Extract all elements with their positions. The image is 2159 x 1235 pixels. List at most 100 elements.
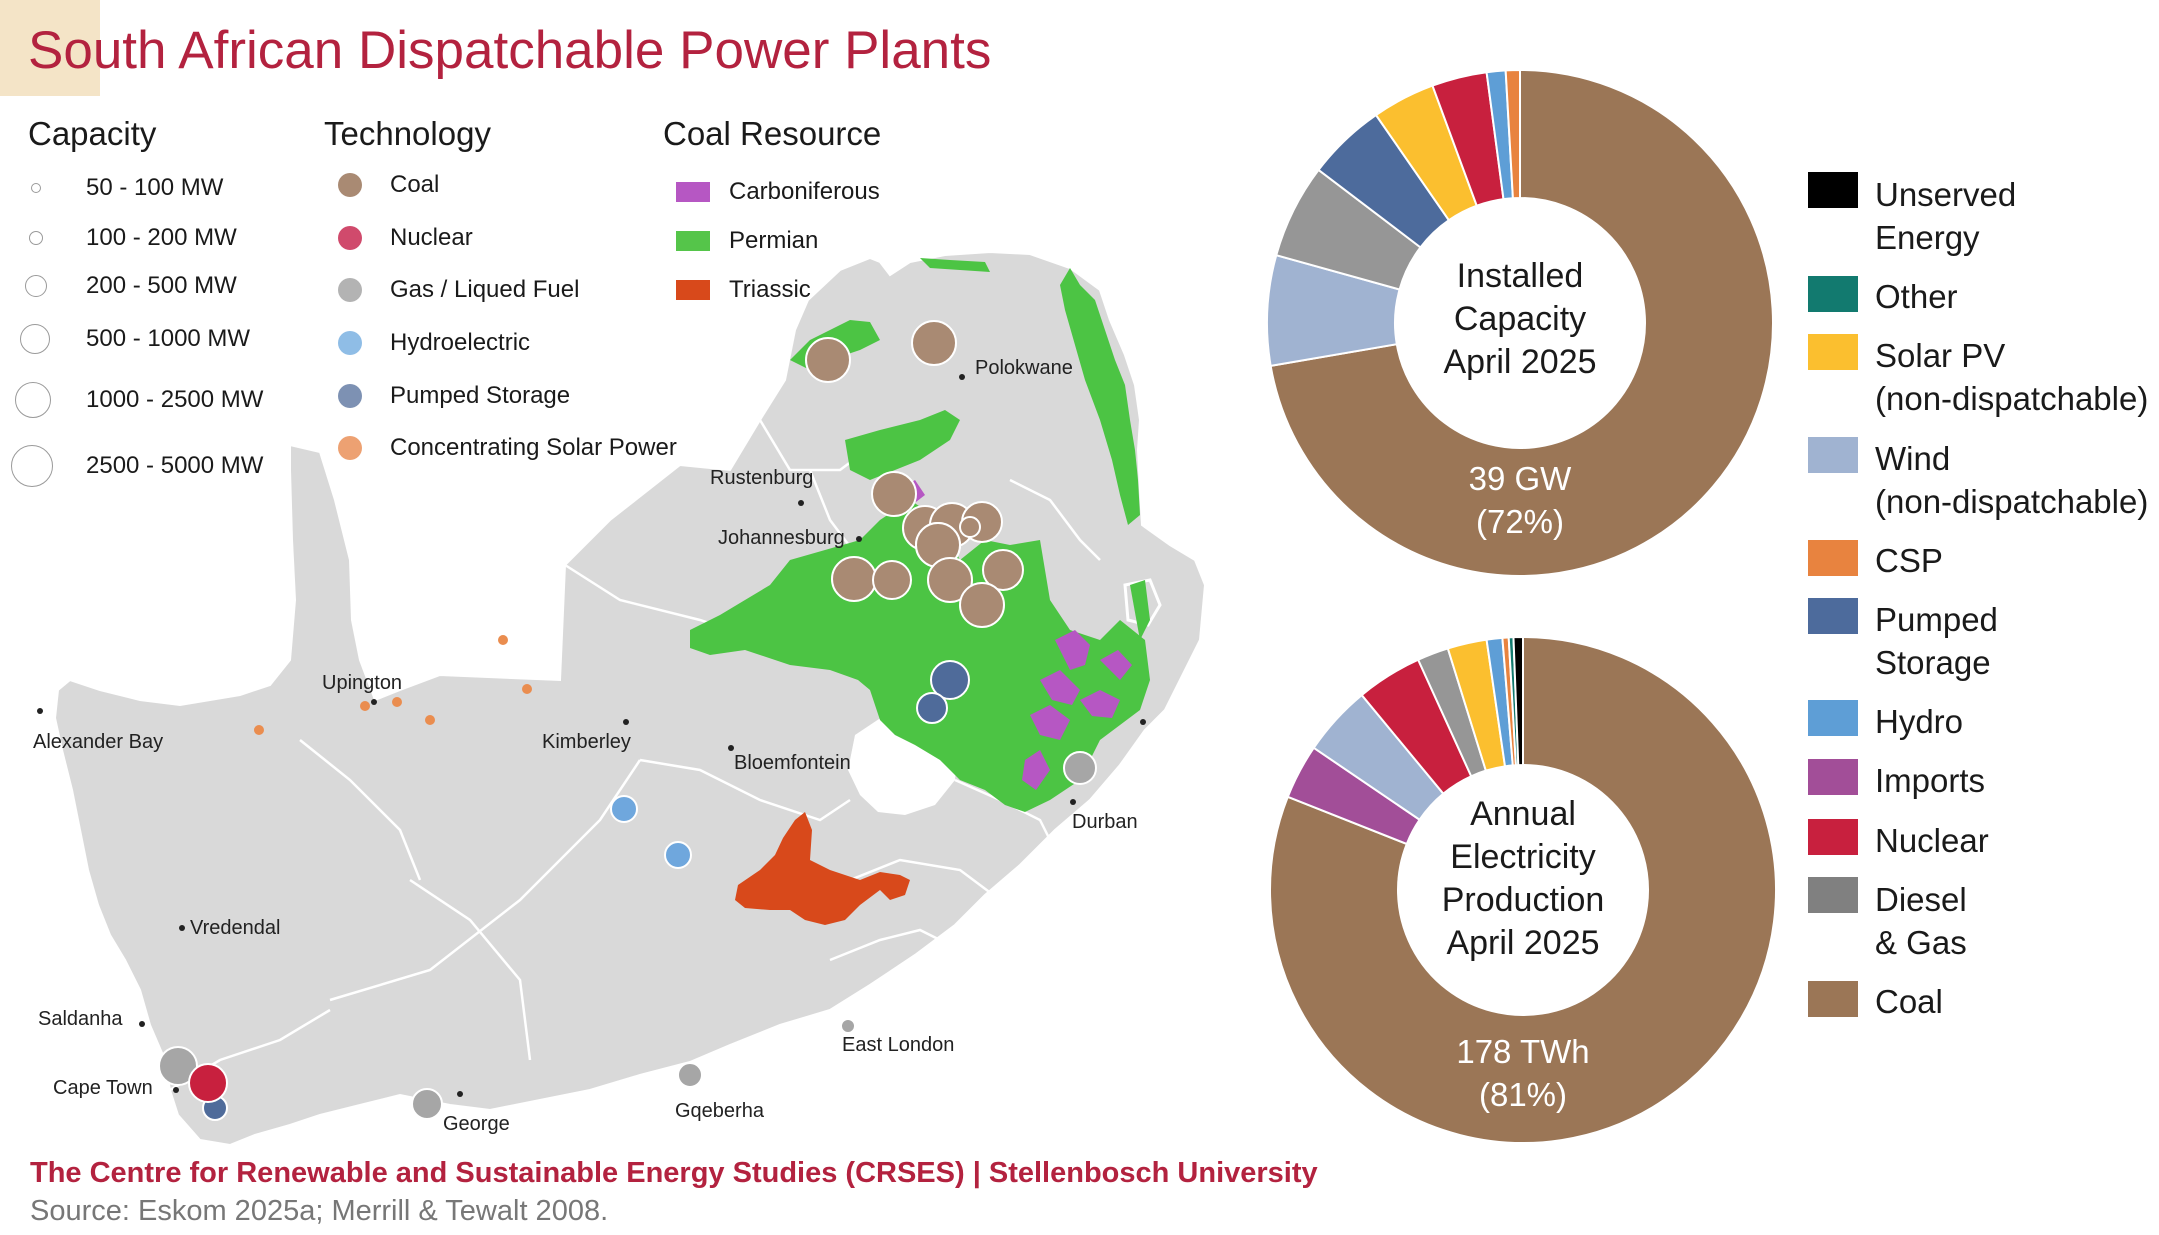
pumped-storage-dot-icon: [338, 384, 362, 408]
coal-plant-marker: [831, 556, 877, 602]
csp-plant-marker: [522, 684, 532, 694]
annual-coal-value: 178 TWh: [1456, 1033, 1589, 1070]
city-label-vredendal: Vredendal: [190, 917, 280, 939]
coal-plant-marker: [959, 516, 981, 538]
city-label-cape-town: Cape Town: [53, 1077, 153, 1099]
legend-label-hydro: Hydro: [1875, 703, 1964, 740]
technology-legend-label: Coal: [390, 171, 440, 198]
donut-slice-coal: [1269, 68, 1774, 577]
coal-plant-marker: [805, 337, 851, 383]
annual-production-label-line4: April 2025: [1446, 924, 1599, 962]
carboniferous-coal-areas: [900, 480, 1132, 790]
technology-legend-label: Concentrating Solar Power: [390, 434, 677, 461]
csp-plant-marker: [425, 715, 435, 725]
annual-production-label-line1: Annual: [1470, 795, 1576, 833]
legend-label-pumped-storage: Pumped Storage: [1875, 601, 1998, 681]
csp-plant-marker: [392, 697, 402, 707]
legend-swatch-diesel-gas: [1808, 877, 1858, 913]
legend-label-unserved-energy: Unserved Energy: [1875, 176, 2017, 256]
technology-legend-item: Nuclear: [338, 224, 473, 252]
capacity-legend-item: 100 - 200 MW: [22, 224, 237, 252]
csp-dot-icon: [338, 436, 362, 460]
technology-legend-label: Nuclear: [390, 224, 473, 251]
coal-resource-legend-item: Carboniferous: [676, 178, 880, 206]
donut-slice-csp: [1504, 68, 1521, 200]
city-label-alexander-bay: Alexander Bay: [33, 731, 163, 753]
legend-swatch-coal: [1808, 981, 1858, 1017]
legend-swatch-imports: [1808, 759, 1858, 795]
technology-legend-label: Hydroelectric: [390, 329, 531, 356]
installed-capacity-label-line3: April 2025: [1443, 343, 1596, 381]
city-label-east-london: East London: [842, 1034, 954, 1056]
city-label-gqeberha: Gqeberha: [675, 1100, 765, 1122]
technology-legend-item: Gas / Liqued Fuel: [338, 276, 579, 304]
gas-plant-marker: [1063, 751, 1097, 785]
donut-slice-unserved-energy: [1512, 635, 1524, 767]
city-label-bloemfontein: Bloemfontein: [734, 752, 851, 774]
footer-source: Source: Eskom 2025a; Merrill & Tewalt 20…: [30, 1195, 609, 1227]
city-label-johannesburg: Johannesburg: [718, 527, 845, 549]
city-label-kimberley: Kimberley: [542, 731, 631, 753]
capacity-legend-item: 200 - 500 MW: [14, 272, 237, 300]
annual-production-label-line2: Electricity: [1450, 838, 1595, 876]
annual-production-label-line3: Production: [1442, 881, 1605, 919]
capacity-legend-label: 100 - 200 MW: [86, 224, 237, 251]
capacity-legend-label: 200 - 500 MW: [86, 272, 237, 299]
installed-capacity-label-line1: Installed: [1457, 257, 1584, 295]
permian-swatch-icon: [676, 231, 710, 251]
legend-label-other: Other: [1875, 278, 1958, 315]
coal-plant-marker: [911, 320, 957, 366]
legend-swatch-other: [1808, 276, 1858, 312]
coal-resource-legend-item: Triassic: [676, 276, 811, 304]
capacity-legend-heading: Capacity: [28, 115, 157, 152]
legend-swatch-nuclear: [1808, 819, 1858, 855]
gas-plant-marker: [677, 1062, 703, 1088]
capacity-legend-item: 500 - 1000 MW: [12, 324, 250, 354]
pumped-storage-marker: [930, 660, 970, 700]
capacity-circle-icon: [31, 183, 41, 193]
legend-label-solar-pv: Solar PV (non-dispatchable): [1875, 337, 2149, 417]
gas-plant-marker: [840, 1018, 856, 1034]
technology-legend-heading: Technology: [324, 115, 491, 152]
coal-plant-marker: [872, 560, 912, 600]
capacity-legend-label: 1000 - 2500 MW: [86, 386, 264, 413]
technology-legend-item: Coal: [338, 171, 439, 199]
city-label-polokwane: Polokwane: [975, 357, 1073, 379]
legend-label-coal: Coal: [1875, 983, 1943, 1020]
legend-label-diesel-gas: Diesel & Gas: [1875, 881, 1967, 961]
installed-capacity-donut: [1266, 68, 1774, 577]
technology-legend-item: Concentrating Solar Power: [338, 434, 677, 462]
coal-resource-legend-label: Triassic: [729, 276, 811, 303]
capacity-circle-icon: [25, 275, 47, 297]
city-label-george: George: [443, 1113, 510, 1135]
legend-swatch-hydro: [1808, 700, 1858, 736]
nuclear-dot-icon: [338, 226, 362, 250]
technology-legend-label: Pumped Storage: [390, 382, 571, 409]
annual-coal-percent: (81%): [1479, 1076, 1567, 1113]
legend-label-nuclear: Nuclear: [1875, 822, 1989, 859]
legend-swatch-wind: [1808, 437, 1858, 473]
technology-legend-label: Gas / Liqued Fuel: [390, 276, 580, 303]
triassic-coal-area: [735, 812, 910, 925]
coal-resource-legend-label: Permian: [729, 227, 819, 254]
csp-plant-marker: [254, 725, 264, 735]
south-africa-land: [53, 250, 1207, 1147]
gas-plant-marker: [158, 1046, 198, 1086]
coal-resource-legend-label: Carboniferous: [729, 178, 880, 205]
legend-swatch-solar-pv: [1808, 334, 1858, 370]
footer-credit: The Centre for Renewable and Sustainable…: [30, 1157, 1318, 1189]
csp-plant-marker: [498, 635, 508, 645]
coal-plant-marker: [982, 549, 1024, 591]
city-label-upington: Upington: [322, 672, 402, 694]
hydro-plant-marker: [664, 841, 692, 869]
legend-label-wind: Wind (non-dispatchable): [1875, 440, 2149, 520]
capacity-circle-icon: [29, 231, 43, 245]
carboniferous-swatch-icon: [676, 182, 710, 202]
pumped-storage-marker: [916, 692, 948, 724]
city-label-durban: Durban: [1072, 811, 1138, 833]
coal-plant-marker: [871, 471, 917, 517]
city-dots: [37, 374, 1146, 1097]
triassic-swatch-icon: [676, 280, 710, 300]
legend-label-csp: CSP: [1875, 542, 1943, 579]
title-accent-box: [0, 0, 100, 96]
